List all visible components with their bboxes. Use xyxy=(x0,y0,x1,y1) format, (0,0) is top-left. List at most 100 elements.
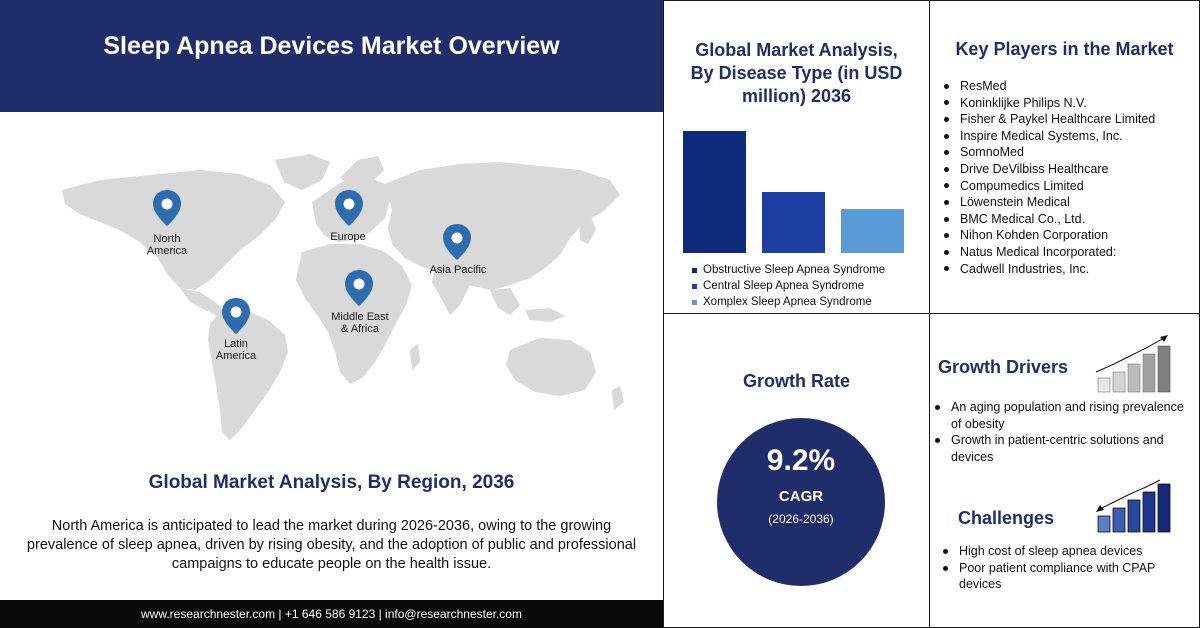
bullet-icon xyxy=(944,83,949,89)
bullet-icon xyxy=(944,116,949,122)
bullet-icon xyxy=(944,133,949,139)
drivers-challenges-panel: Growth Drivers An aging population and r… xyxy=(929,313,1200,628)
pin-latin-america-icon xyxy=(222,298,250,334)
label-middle-east-africa: Middle East & Africa xyxy=(331,311,389,335)
list-item-text: Growth in patient-centric solutions and … xyxy=(951,433,1164,464)
legend-item: Central Sleep Apnea Syndrome xyxy=(692,280,864,292)
bullet-icon xyxy=(944,266,949,272)
disease-type-panel: Global Market Analysis, By Disease Type … xyxy=(663,0,930,314)
list-item-text: SomnoMed xyxy=(960,145,1024,160)
cagr-value: 9.2% xyxy=(766,444,836,477)
list-item-text: Natus Medical Incorporated: xyxy=(960,244,1117,259)
list-item: Löwenstein Medical xyxy=(944,194,1155,211)
bullet-icon xyxy=(944,233,949,239)
legend-swatch-icon xyxy=(692,283,697,289)
growth-drivers-title: Growth Drivers xyxy=(938,357,1069,377)
list-item-text: Koninklijke Philips N.V. xyxy=(960,95,1087,110)
challenges-title: Challenges xyxy=(958,508,1055,528)
bar-2 xyxy=(762,192,825,253)
label-europe: Europe xyxy=(330,231,366,243)
list-item: Growth in patient-centric solutions and … xyxy=(930,432,1192,465)
page-title: Sleep Apnea Devices Market Overview xyxy=(103,31,560,60)
list-item: Cadwell Industries, Inc. xyxy=(944,261,1155,278)
bar-3 xyxy=(841,209,904,253)
bullet-icon xyxy=(944,183,949,189)
world-map xyxy=(62,154,624,440)
list-item-text: Löwenstein Medical xyxy=(960,195,1070,210)
label-asia-pacific: Asia Pacific xyxy=(429,264,487,276)
scandinavia-shape xyxy=(340,156,384,186)
list-item: Natus Medical Incorporated: xyxy=(944,244,1155,261)
bullet-icon xyxy=(944,199,949,205)
bullet-icon xyxy=(943,549,948,554)
label-north-america: North America xyxy=(146,233,188,257)
central-america-shape xyxy=(180,288,225,316)
legend-swatch-icon xyxy=(692,299,697,305)
list-item-text: Nihon Kohden Corporation xyxy=(960,228,1109,243)
pin-europe-icon xyxy=(335,190,363,226)
list-item: Compumedics Limited xyxy=(944,178,1155,195)
cagr-period: (2026-2036) xyxy=(768,512,834,526)
region-panel: Sleep Apnea Devices Market Overview xyxy=(0,0,663,628)
list-item: Koninklijke Philips N.V. xyxy=(944,95,1155,112)
footer-contact: www.researchnester.com | +1 646 586 9123… xyxy=(0,600,663,628)
list-item-text: An aging population and rising prevalenc… xyxy=(951,400,1184,431)
list-item: Fisher & Paykel Healthcare Limited xyxy=(944,111,1155,128)
list-item: Poor patient compliance with CPAP device… xyxy=(938,560,1193,593)
south-america-shape xyxy=(208,310,288,440)
list-item: Drive DeVilbiss Healthcare xyxy=(944,161,1155,178)
list-item: SomnoMed xyxy=(944,144,1155,161)
list-item-text: Poor patient compliance with CPAP device… xyxy=(959,560,1156,592)
bullet-icon xyxy=(935,438,940,443)
growth-bars-icon xyxy=(1095,335,1171,393)
bar-1 xyxy=(683,131,746,253)
list-item: Inspire Medical Systems, Inc. xyxy=(944,128,1155,145)
list-item-text: Cadwell Industries, Inc. xyxy=(960,261,1090,276)
label-latin-america: Latin America xyxy=(215,338,257,362)
bullet-icon xyxy=(944,216,949,222)
continents xyxy=(62,154,624,440)
list-item: BMC Medical Co., Ltd. xyxy=(944,211,1155,228)
new-zealand-shape xyxy=(612,386,624,410)
cagr-circle: 9.2% CAGR (2026-2036) xyxy=(717,418,885,586)
list-item-text: Compumedics Limited xyxy=(960,178,1084,193)
region-section-text: North America is anticipated to lead the… xyxy=(26,518,637,572)
north-america-shape xyxy=(62,170,285,290)
bullet-icon xyxy=(944,166,949,172)
cagr-label: CAGR xyxy=(778,488,824,505)
list-item: ResMed xyxy=(944,78,1155,95)
bullet-icon xyxy=(944,150,949,156)
list-item-text: Fisher & Paykel Healthcare Limited xyxy=(960,112,1156,127)
list-item-text: ResMed xyxy=(960,79,1007,93)
growth-rate-panel: Growth Rate 9.2% CAGR (2026-2036) xyxy=(663,313,930,628)
pin-middle-east-africa-icon xyxy=(345,270,373,306)
list-item: Nihon Kohden Corporation xyxy=(944,227,1155,244)
disease-type-title: Global Market Analysis, By Disease Type … xyxy=(690,40,903,106)
bullet-icon xyxy=(944,249,949,255)
challenge-bars-icon xyxy=(1096,479,1171,533)
list-item-text: BMC Medical Co., Ltd. xyxy=(960,211,1086,226)
disease-bar-chart xyxy=(683,131,904,253)
india-shape xyxy=(432,268,470,315)
list-item: High cost of sleep apnea devices xyxy=(938,543,1193,560)
key-players-title: Key Players in the Market xyxy=(955,39,1174,59)
key-players-list: ResMed Koninklijke Philips N.V. Fisher & P… xyxy=(944,78,1155,277)
bullet-icon xyxy=(943,565,948,571)
greenland-shape xyxy=(275,154,330,190)
asia-shape xyxy=(385,162,620,290)
southeast-asia-shape xyxy=(490,288,565,322)
list-item-text: Drive DeVilbiss Healthcare xyxy=(960,161,1109,176)
legend-item: Obstructive Sleep Apnea Syndrome xyxy=(692,264,885,276)
legend-swatch-icon xyxy=(692,267,697,273)
title-banner: Sleep Apnea Devices Market Overview xyxy=(0,0,663,112)
madagascar-shape xyxy=(410,344,420,370)
growth-drivers-list: An aging population and rising prevalenc… xyxy=(930,399,1192,465)
legend-item: Xomplex Sleep Apnea Syndrome xyxy=(692,296,872,308)
japan-shape xyxy=(580,214,596,244)
bullet-icon xyxy=(944,100,949,106)
bullet-icon xyxy=(935,405,940,410)
africa-shape xyxy=(296,244,412,384)
pin-north-america-icon xyxy=(153,190,181,226)
map-pins xyxy=(153,190,471,334)
growth-rate-title: Growth Rate xyxy=(742,371,850,391)
